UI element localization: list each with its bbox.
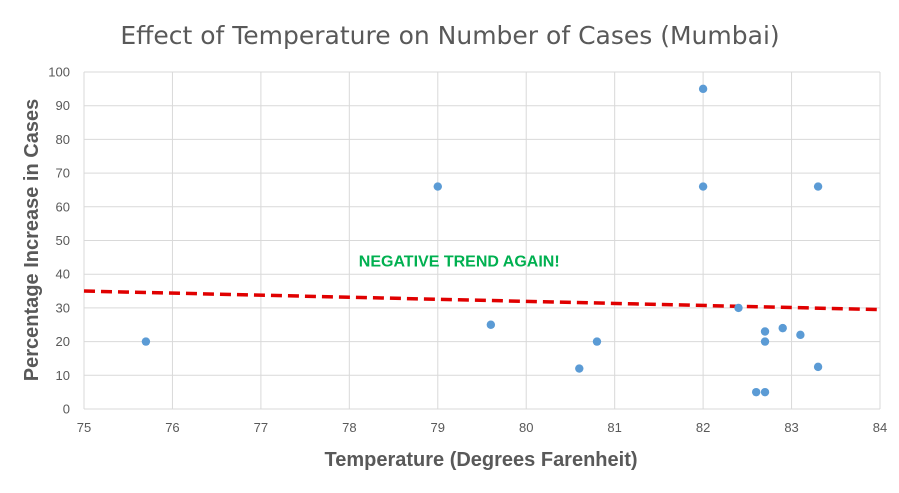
x-tick-label: 83 (784, 420, 798, 435)
annotations: NEGATIVE TREND AGAIN! (359, 253, 560, 270)
data-point (813, 182, 823, 191)
y-tick-label: 50 (56, 233, 70, 248)
tick-labels: 0 10 20 30 40 50 60 70 80 90 100 75 76 77 78 79 80 81 82 83… (48, 65, 887, 436)
y-tick-label: 20 (56, 334, 70, 349)
y-tick-label: 30 (56, 300, 70, 315)
annotation-text: NEGATIVE TREND AGAIN! (359, 253, 560, 270)
y-tick-label: 70 (56, 166, 70, 181)
x-tick-label: 78 (342, 420, 356, 435)
data-point (760, 387, 770, 397)
data-point (751, 387, 761, 397)
x-tick-label: 84 (873, 420, 887, 435)
chart-title: Effect of Temperature on Number of Cases… (120, 21, 779, 50)
x-tick-label: 79 (431, 420, 445, 435)
data-point (796, 330, 805, 340)
y-tick-label: 40 (56, 267, 70, 282)
y-tick-label: 10 (56, 368, 70, 383)
y-tick-label: 80 (56, 132, 70, 147)
gridlines (83, 71, 881, 410)
x-tick-label: 75 (77, 420, 91, 435)
data-points (141, 84, 823, 397)
y-tick-label: 60 (56, 199, 70, 214)
data-point (698, 84, 708, 94)
y-tick-label: 90 (56, 98, 70, 113)
data-point (760, 337, 770, 346)
x-tick-label: 76 (165, 420, 179, 435)
data-point (592, 337, 602, 346)
x-tick-label: 77 (254, 420, 268, 435)
x-tick-label: 82 (696, 420, 710, 435)
data-point (141, 337, 151, 346)
data-point (698, 182, 708, 191)
data-point (433, 182, 442, 191)
data-point (813, 362, 823, 372)
data-point (760, 327, 770, 336)
x-tick-label: 81 (607, 420, 621, 435)
y-tick-label: 0 (63, 402, 70, 417)
x-axis-title: Temperature (Degrees Farenheit) (324, 449, 637, 471)
data-point (575, 364, 584, 373)
y-tick-label: 100 (48, 65, 70, 80)
trendline-layer (83, 289, 881, 312)
data-point (778, 323, 787, 333)
trendline (83, 289, 881, 312)
data-point (486, 320, 496, 329)
data-point (734, 303, 743, 313)
y-axis-title: Percentage Increase in Cases (21, 99, 43, 381)
x-tick-label: 80 (519, 420, 533, 435)
